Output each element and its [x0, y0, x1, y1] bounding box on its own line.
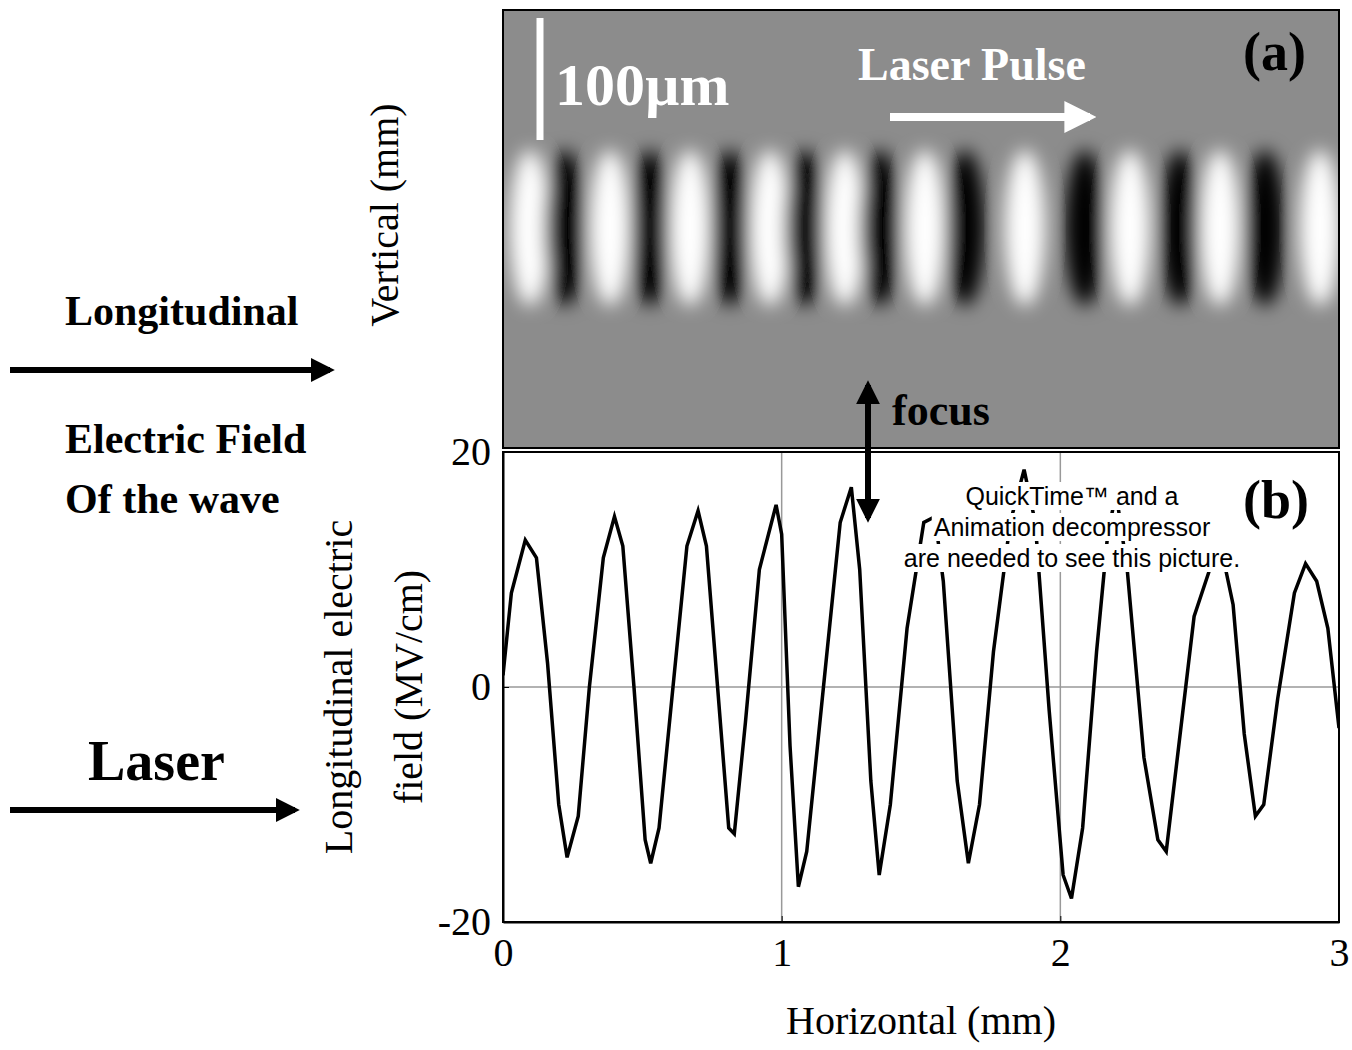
plot-data — [503, 470, 1339, 899]
x-tick: 0 — [494, 916, 514, 975]
wake-band — [825, 150, 865, 306]
plot-frame — [503, 452, 1339, 922]
image-bands — [510, 150, 1339, 306]
image-background — [503, 10, 1339, 448]
wake-band — [670, 150, 710, 306]
wave-label: Longitudinal — [65, 288, 298, 334]
y-tick-label: 20 — [451, 429, 491, 474]
y-tick: -20 — [438, 899, 509, 944]
wake-band — [590, 150, 630, 306]
placeholder-line: QuickTime™ and a — [965, 482, 1178, 510]
y-grid-line — [503, 686, 1339, 688]
wake-band — [1200, 150, 1240, 306]
wake-band — [1300, 150, 1339, 306]
scale-bar-label: 100µm — [555, 52, 730, 118]
placeholder-patch — [932, 513, 1213, 541]
y-tick-label: -20 — [438, 899, 491, 944]
wake-band — [785, 150, 825, 306]
panel-label: (a) — [1243, 22, 1306, 82]
y-tick-label: 0 — [471, 664, 491, 709]
wake-band — [1005, 150, 1045, 306]
laser-label: Laser — [88, 730, 225, 792]
wake-band — [545, 150, 585, 306]
wake-band — [630, 150, 670, 306]
placeholder-patch — [963, 482, 1180, 510]
y-axis-title: Longitudinal electricfield (MV/cm) — [316, 520, 431, 854]
placeholder-line: are needed to see this picture. — [904, 544, 1240, 572]
y-axis: -20 0 20 — [438, 429, 509, 944]
focus-arrow — [865, 385, 871, 518]
placeholder-text: QuickTime™ and a Animation decompressor ar… — [902, 482, 1242, 572]
wake-band — [1110, 150, 1150, 306]
image-frame — [503, 10, 1339, 448]
x-tick-label: 2 — [1051, 930, 1071, 975]
wake-band — [1245, 150, 1285, 306]
x-tick-label: 3 — [1330, 930, 1350, 975]
laser-pulse-arrow — [890, 113, 1090, 121]
panel-label: (b) — [1243, 470, 1309, 530]
focus-label: focus — [892, 386, 990, 435]
x-axis: 0 1 2 3 — [494, 916, 1350, 975]
grid — [503, 452, 1339, 922]
x-tick: 1 — [772, 916, 792, 975]
scale-bar — [537, 18, 544, 140]
wave-label: Of the wave — [65, 476, 280, 522]
placeholder-line: Animation decompressor — [934, 513, 1211, 541]
wake-band — [710, 150, 750, 306]
wave-label: Electric Field — [65, 416, 306, 462]
x-tick: 3 — [1330, 916, 1350, 975]
laser-arrow — [10, 807, 295, 813]
wake-band — [750, 150, 790, 306]
laser-pulse-label: Laser Pulse — [858, 39, 1086, 90]
wake-band — [945, 150, 985, 306]
wake-band — [1160, 150, 1200, 306]
wake-band — [905, 150, 945, 306]
x-tick-label: 1 — [772, 930, 792, 975]
wave-arrow — [10, 367, 330, 373]
x-tick: 2 — [1051, 916, 1071, 975]
x-axis-title: Horizontal (mm) — [786, 998, 1056, 1043]
image-y-label: Vertical (mm) — [362, 103, 407, 326]
x-tick-label: 0 — [494, 930, 514, 975]
image-panel: 100µm Laser Pulse (a) — [503, 10, 1340, 448]
wake-band — [510, 150, 550, 306]
figure: 100µmLaser Pulse(a)Vertical (mm)0123-200… — [0, 0, 1352, 1050]
placeholder-patch — [902, 544, 1242, 572]
y-tick: 20 — [451, 429, 509, 474]
wake-band — [860, 150, 900, 306]
wake-band — [1065, 150, 1105, 306]
data-line — [503, 470, 1339, 899]
